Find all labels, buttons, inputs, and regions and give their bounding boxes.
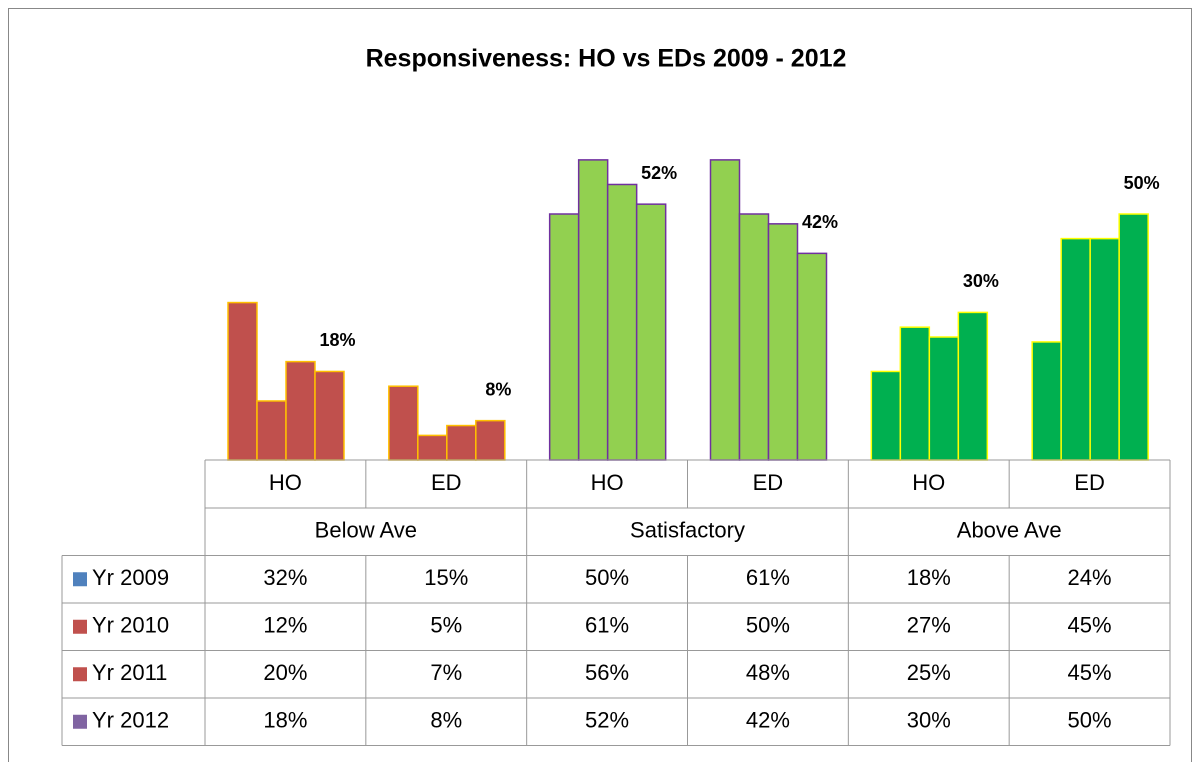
table-value: 25% (907, 660, 951, 685)
table-value: 27% (907, 613, 951, 638)
table-value: 52% (585, 708, 629, 733)
bar (957, 311, 989, 461)
bar (388, 385, 419, 461)
group-label: Above Ave (957, 518, 1062, 543)
table-value: 18% (907, 565, 951, 590)
bar (256, 400, 287, 461)
data-label: 42% (802, 212, 838, 232)
bar (796, 252, 828, 461)
bar (1060, 237, 1091, 461)
category-label: ED (431, 470, 462, 495)
table-value: 7% (430, 660, 462, 685)
table-value: 32% (263, 565, 307, 590)
category-label: ED (753, 470, 784, 495)
legend-label: Yr 2011 (92, 660, 167, 685)
bar (870, 370, 902, 461)
table-value: 50% (746, 613, 790, 638)
bar (928, 336, 960, 461)
table-value: 18% (263, 708, 307, 733)
table-value: 20% (263, 660, 307, 685)
table-value: 42% (746, 708, 790, 733)
legend-swatch (73, 619, 87, 634)
table-value: 61% (746, 565, 790, 590)
table-value: 24% (1068, 565, 1112, 590)
legend-label: Yr 2012 (92, 708, 169, 733)
legend-swatch (73, 667, 87, 682)
category-label: HO (269, 470, 302, 495)
bar (635, 203, 667, 461)
table-value: 8% (430, 708, 462, 733)
data-label: 18% (319, 330, 355, 350)
table-value: 45% (1068, 660, 1112, 685)
table-value: 50% (1068, 708, 1112, 733)
bar (767, 223, 799, 461)
bar (606, 183, 638, 461)
bar (709, 159, 741, 461)
table-value: 56% (585, 660, 629, 685)
table-value: 5% (430, 613, 462, 638)
bar (738, 213, 770, 461)
bar (227, 301, 258, 461)
bar (417, 434, 448, 461)
group-label: Below Ave (315, 518, 417, 543)
table-value: 15% (424, 565, 468, 590)
table-value: 45% (1068, 613, 1112, 638)
legend-swatch (73, 714, 87, 729)
bar (1031, 341, 1062, 461)
data-label: 50% (1124, 173, 1160, 193)
category-label: HO (912, 470, 945, 495)
legend-label: Yr 2009 (92, 565, 169, 590)
bar (285, 360, 316, 461)
bar (446, 424, 477, 461)
bar (577, 159, 609, 461)
table-value: 61% (585, 613, 629, 638)
group-label: Satisfactory (630, 518, 745, 543)
bar (314, 370, 345, 461)
bar (899, 326, 931, 461)
table-value: 12% (263, 613, 307, 638)
table-value: 48% (746, 660, 790, 685)
legend-label: Yr 2010 (92, 613, 169, 638)
bar (1118, 213, 1149, 461)
bar (475, 419, 506, 461)
table-value: 30% (907, 708, 951, 733)
data-label: 8% (485, 379, 511, 399)
chart-title: Responsiveness: HO vs EDs 2009 - 2012 (366, 45, 847, 73)
data-label: 30% (963, 271, 999, 291)
category-label: HO (591, 470, 624, 495)
legend-swatch (73, 572, 87, 587)
table-value: 50% (585, 565, 629, 590)
data-label: 52% (641, 163, 677, 183)
category-label: ED (1074, 470, 1105, 495)
bar (1089, 237, 1120, 461)
bar (548, 213, 580, 461)
